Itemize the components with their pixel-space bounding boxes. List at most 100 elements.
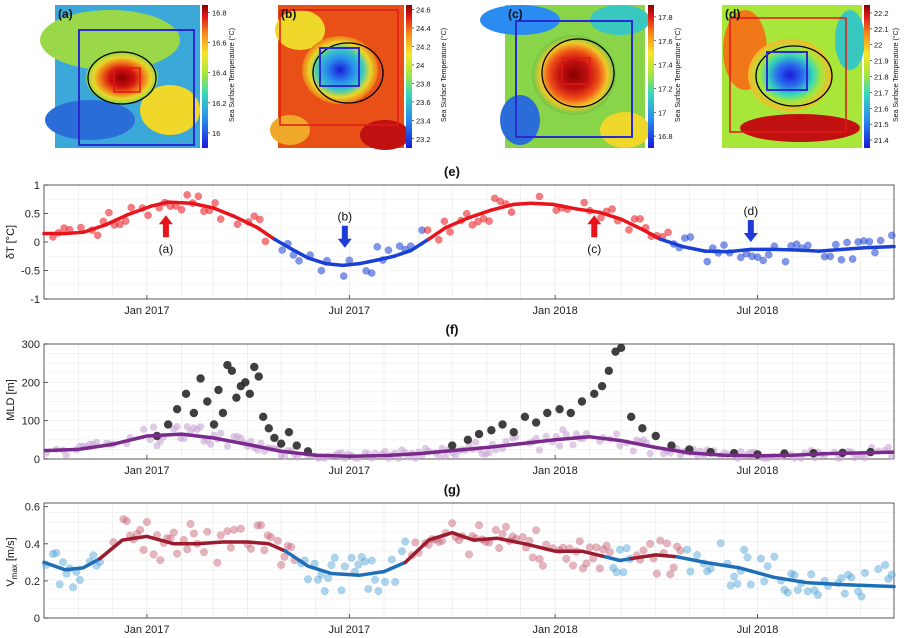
vmax-point bbox=[706, 564, 715, 573]
vmax-point bbox=[840, 589, 849, 598]
colorbar-tick-label: 24.4 bbox=[416, 24, 431, 33]
panel-g-vmax: (g) Vmax [m/s] 0.6 0.4 0.2 0 Jan 2017 Jul 201… bbox=[5, 482, 896, 636]
mld-deep-point bbox=[509, 427, 518, 437]
vmax-point bbox=[652, 569, 661, 578]
vmax-point bbox=[256, 521, 266, 530]
vmax-point bbox=[602, 541, 611, 550]
mld-point bbox=[381, 447, 389, 456]
delta-t-point bbox=[278, 246, 287, 254]
vmax-point bbox=[186, 519, 195, 528]
mld-point bbox=[92, 438, 101, 447]
colorbar-tick-label: 21.6 bbox=[874, 104, 889, 113]
vmax-point bbox=[387, 555, 396, 564]
mld-point bbox=[502, 437, 510, 446]
mld-point bbox=[294, 453, 302, 461]
delta-t-point bbox=[395, 242, 404, 250]
y-tick-label: 200 bbox=[22, 377, 40, 389]
vmax-point bbox=[807, 570, 816, 579]
mld-point bbox=[616, 442, 624, 450]
vmax-point bbox=[142, 517, 151, 526]
colorbar-tick-label: 21.7 bbox=[874, 88, 889, 97]
delta-t-point bbox=[317, 266, 326, 275]
mld-point bbox=[569, 441, 577, 449]
mld-deep-point bbox=[520, 412, 530, 422]
vmax-point bbox=[501, 522, 510, 531]
ylabel-g: Vmax [m/s] bbox=[5, 537, 19, 586]
delta-t-point bbox=[339, 272, 348, 280]
vmax-point bbox=[337, 586, 346, 595]
vmax-point bbox=[609, 563, 618, 573]
mld-deep-point bbox=[487, 426, 496, 435]
delta-t-point bbox=[440, 217, 449, 226]
delta-t-smooth-line bbox=[232, 214, 260, 230]
mld-deep-point bbox=[264, 424, 274, 433]
delta-t-point bbox=[535, 192, 544, 201]
vmax-point bbox=[203, 527, 212, 536]
vmax-point bbox=[464, 550, 474, 559]
vmax-point bbox=[313, 575, 323, 584]
colorbar-tick-label: 16 bbox=[212, 129, 220, 138]
y-tick-label: 0.6 bbox=[25, 502, 40, 514]
mld-deep-point bbox=[543, 408, 552, 418]
mld-point bbox=[555, 442, 564, 450]
delta-t-point bbox=[608, 205, 617, 213]
x-tick-label: Jan 2017 bbox=[124, 465, 169, 477]
vmax-point bbox=[52, 548, 61, 558]
vmax-point bbox=[246, 544, 255, 553]
vmax-point bbox=[793, 586, 802, 595]
colorbar-title-b: Sea Surface Temperature (°C) bbox=[440, 28, 448, 122]
colorbar-tick-label: 23.6 bbox=[416, 98, 431, 107]
vmax-point bbox=[119, 515, 128, 524]
mld-point bbox=[173, 422, 181, 431]
vmax-point bbox=[857, 592, 866, 601]
vmax-point bbox=[330, 553, 339, 562]
vmax-point bbox=[230, 525, 239, 534]
mld-deep-point bbox=[566, 408, 575, 418]
y-tick-label: 0.4 bbox=[25, 539, 40, 551]
vmax-point bbox=[740, 545, 749, 554]
mld-point bbox=[888, 452, 896, 460]
mld-deep-point bbox=[163, 420, 173, 429]
ylabel-e: δT [°C] bbox=[5, 225, 17, 259]
delta-t-point bbox=[373, 242, 382, 251]
vmax-point bbox=[226, 543, 235, 552]
delta-t-point bbox=[636, 215, 644, 223]
vmax-point bbox=[213, 558, 222, 567]
mld-point bbox=[62, 451, 70, 459]
vmax-point bbox=[686, 567, 695, 576]
vmax-point bbox=[568, 561, 578, 570]
colorbar-tick-label: 23.2 bbox=[416, 135, 431, 144]
delta-t-point bbox=[837, 255, 846, 264]
mld-deep-point bbox=[241, 378, 250, 387]
delta-t-smooth-line bbox=[289, 247, 310, 260]
y-tick-label: 0.5 bbox=[25, 209, 40, 221]
mld-deep-point bbox=[498, 420, 507, 429]
colorbar-b: 24.6 24.4 24.2 24 23.8 23.6 23.4 23.2 Sea Surfa… bbox=[406, 5, 448, 148]
panel-f-mld: (f) MLD [m] 300 200 100 0 Jan 2017 Jul 2017 Ja… bbox=[5, 322, 896, 477]
delta-t-smooth-line bbox=[103, 212, 130, 227]
mld-deep-point bbox=[555, 404, 564, 414]
vmax-point bbox=[730, 572, 739, 581]
mld-deep-point bbox=[181, 389, 191, 399]
vmax-point bbox=[693, 551, 702, 560]
vmax-point bbox=[173, 549, 182, 558]
vmax-point bbox=[787, 569, 796, 578]
mld-deep-point bbox=[474, 429, 484, 439]
colorbar-title-c: Sea Surface Temperature (°C) bbox=[674, 28, 682, 122]
delta-t-point bbox=[764, 250, 773, 259]
delta-t-smooth-line bbox=[551, 202, 579, 211]
colorbar-title-d: Sea Surface Temperature (°C) bbox=[892, 28, 900, 122]
mld-point bbox=[139, 425, 148, 433]
delta-t-smooth-line bbox=[443, 216, 470, 230]
delta-t-point bbox=[127, 203, 136, 212]
vmax-point bbox=[89, 551, 98, 560]
vmax-point bbox=[327, 561, 336, 570]
vmax-point bbox=[813, 590, 822, 599]
mld-deep-point bbox=[270, 433, 279, 443]
vmax-point bbox=[810, 586, 819, 595]
vmax-point bbox=[746, 580, 755, 589]
mld-point bbox=[280, 452, 289, 460]
vmax-point bbox=[646, 539, 655, 548]
panel-label-f: (f) bbox=[446, 322, 459, 337]
vmax-point bbox=[263, 531, 272, 540]
